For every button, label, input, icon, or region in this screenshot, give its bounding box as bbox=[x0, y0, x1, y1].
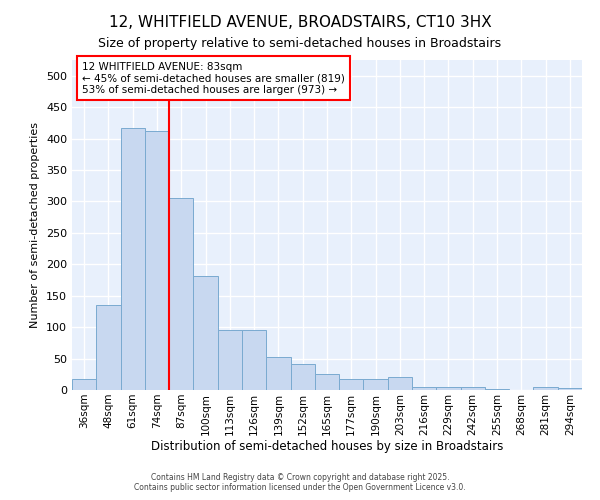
Bar bbox=[315, 374, 339, 390]
Bar bbox=[388, 378, 412, 390]
Bar bbox=[121, 128, 145, 390]
Bar bbox=[290, 364, 315, 390]
Bar bbox=[169, 198, 193, 390]
Bar bbox=[533, 387, 558, 390]
Bar bbox=[145, 131, 169, 390]
Bar bbox=[96, 305, 121, 390]
Bar bbox=[364, 378, 388, 390]
Bar bbox=[558, 388, 582, 390]
Bar bbox=[436, 387, 461, 390]
Bar bbox=[412, 388, 436, 390]
Bar bbox=[485, 388, 509, 390]
Bar bbox=[339, 380, 364, 390]
Bar bbox=[218, 330, 242, 390]
Bar bbox=[193, 276, 218, 390]
Y-axis label: Number of semi-detached properties: Number of semi-detached properties bbox=[31, 122, 40, 328]
X-axis label: Distribution of semi-detached houses by size in Broadstairs: Distribution of semi-detached houses by … bbox=[151, 440, 503, 454]
Bar bbox=[461, 387, 485, 390]
Bar bbox=[242, 330, 266, 390]
Bar bbox=[266, 356, 290, 390]
Text: 12 WHITFIELD AVENUE: 83sqm
← 45% of semi-detached houses are smaller (819)
53% o: 12 WHITFIELD AVENUE: 83sqm ← 45% of semi… bbox=[82, 62, 345, 95]
Bar bbox=[72, 380, 96, 390]
Text: Size of property relative to semi-detached houses in Broadstairs: Size of property relative to semi-detach… bbox=[98, 38, 502, 51]
Text: Contains HM Land Registry data © Crown copyright and database right 2025.
Contai: Contains HM Land Registry data © Crown c… bbox=[134, 473, 466, 492]
Text: 12, WHITFIELD AVENUE, BROADSTAIRS, CT10 3HX: 12, WHITFIELD AVENUE, BROADSTAIRS, CT10 … bbox=[109, 15, 491, 30]
